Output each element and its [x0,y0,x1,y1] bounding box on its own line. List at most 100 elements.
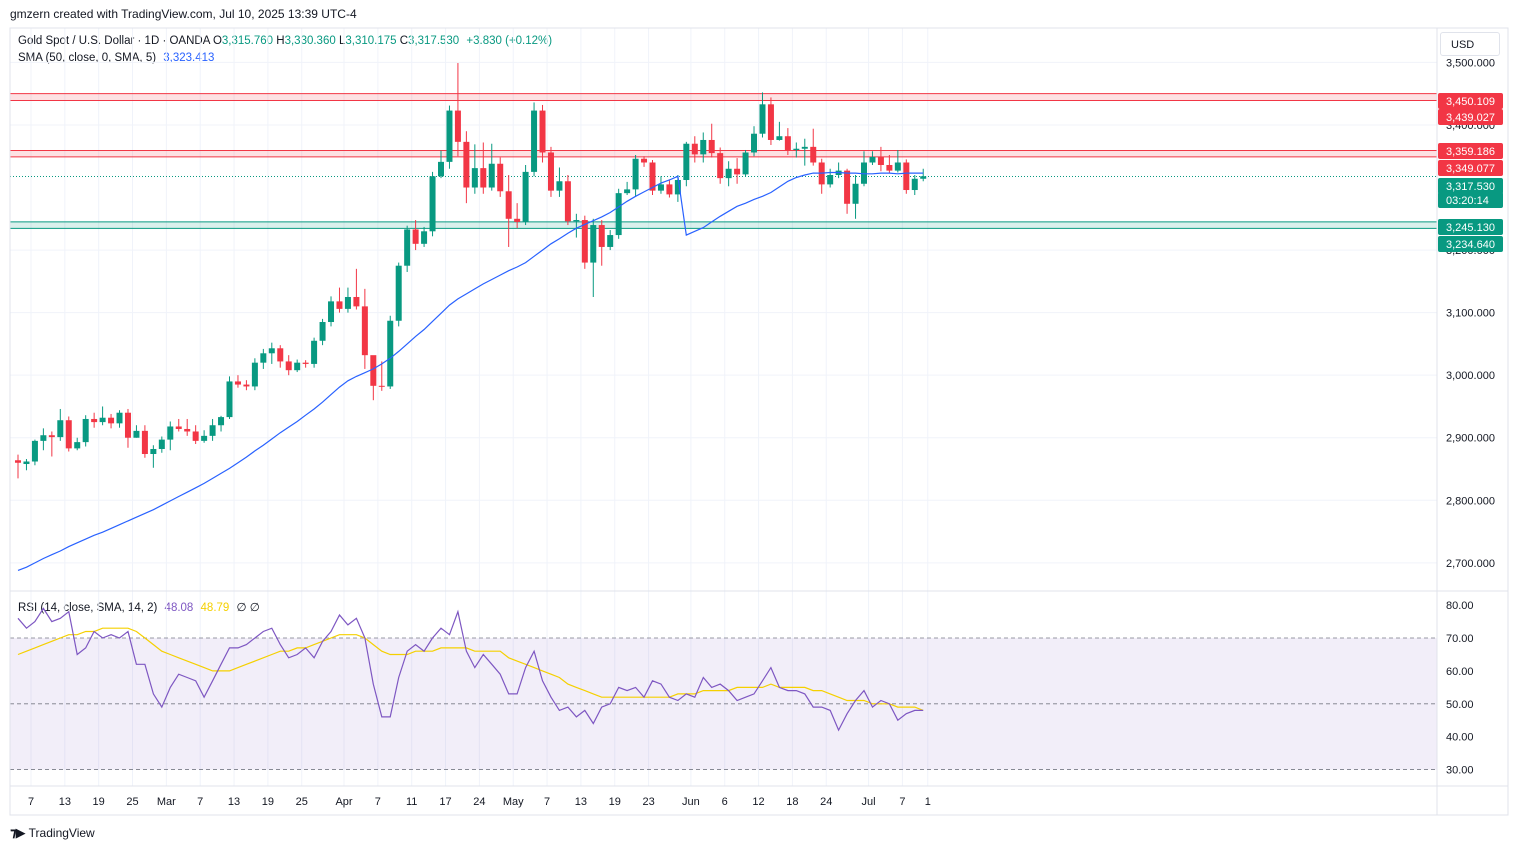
rsi-value: 48.08 [164,602,194,614]
candle-body [133,430,140,438]
sma-polyline [17,171,924,571]
candle-body [683,143,690,181]
candle-body [581,220,588,263]
candle-body [412,229,419,244]
candle-body [886,164,893,171]
candle-body [116,412,123,424]
rsi-bands [10,637,1437,770]
price-tick-label: 3,100.000 [1446,308,1495,320]
rsi-tick-label: 30.00 [1446,765,1474,777]
candle-body [810,146,817,163]
close-value: 3,317.530 [408,35,460,47]
currency-selector[interactable]: USD [1440,32,1500,56]
candle-body [801,146,808,149]
low-label: L [338,35,346,47]
candle-body [454,110,461,142]
candle-body [861,162,867,184]
candle-body [734,168,741,175]
candle-body [370,355,377,386]
level-label-bg [1438,160,1503,176]
rsi-sma-value: 48.79 [200,602,230,614]
time-tick-label: 11 [406,796,417,808]
candle-body [438,161,444,177]
sma-label[interactable]: SMA (50, close, 0, SMA, 5) [18,52,157,64]
chart-frame [9,27,1509,816]
candle-body [471,168,478,188]
time-tick-label: 7 [28,796,34,808]
candle-body [877,156,884,165]
grid-lines [10,28,1437,786]
candle-body [15,460,21,463]
candle-body [869,156,876,163]
change-value: +3.830 (+0.12%) [466,35,553,47]
candle-body [742,152,749,175]
time-tick-label: 19 [93,796,105,808]
candle-body [268,348,275,354]
open-value: 3,315.760 [221,35,274,47]
rsi-tick-label: 70.00 [1446,633,1474,645]
time-tick-label: 18 [786,796,798,808]
candle-body [344,296,351,309]
candle-body [328,301,335,323]
candle-body [57,420,64,438]
candle-body [209,425,216,436]
symbol-name[interactable]: Gold Spot / U.S. Dollar · 1D · OANDA [18,35,210,47]
candle-body [793,148,800,150]
candle-body [150,448,157,455]
tv-logo-icon: ⁊▶ [10,825,26,840]
time-tick-label: 12 [752,796,764,808]
candle-body [395,265,402,321]
time-tick-label: May [503,796,524,808]
rsi-legend: RSI (14, close, SMA, 14, 2) 48.08 48.79 … [18,600,260,614]
candle-body [911,178,918,191]
candle-body [920,176,927,179]
level-zone [10,93,1437,101]
tradingview-logo[interactable]: ⁊▶ TradingView [10,825,95,841]
candle-body [234,381,241,385]
time-tick-label: Apr [335,796,352,808]
candle-body [827,175,834,185]
symbol-legend: Gold Spot / U.S. Dollar · 1D · OANDA O3,… [18,35,552,47]
time-tick-label: 24 [820,796,832,808]
candle-body [624,189,631,194]
low-value: 3,310.175 [345,35,397,47]
time-tick-label: 7 [544,796,550,808]
level-label: 3,439.027 [1446,112,1495,124]
candle-body [378,385,385,387]
candle-body [74,442,81,449]
candle-body [446,110,453,162]
level-label: 3,245.130 [1446,222,1495,234]
level-zone [10,221,1437,229]
price-tick-label: 2,700.000 [1446,558,1495,570]
countdown-label: 03:20:14 [1446,195,1489,207]
candle-body [767,104,774,140]
level-zone [10,150,1437,157]
candle-body [903,162,910,191]
candle-body [23,461,30,465]
time-tick-label: 17 [439,796,451,808]
candle-body [99,417,106,423]
rsi-label[interactable]: RSI (14, close, SMA, 14, 2) [18,602,158,614]
candle-body [421,231,428,244]
time-tick-label: 23 [642,796,654,808]
candle-body [632,158,639,190]
candle-body [852,183,859,204]
candle-body [564,181,571,222]
time-tick-label: 7 [197,796,203,808]
candle-body [243,384,250,387]
candle-body [277,348,284,362]
candle-body [488,163,495,188]
candle-body [404,229,411,266]
price-tick-label: 3,500.000 [1446,57,1495,69]
candle-body [514,218,521,222]
time-tick-label: Jul [862,796,876,808]
candle-body [666,184,673,195]
last-price-label: 3,317.530 [1446,181,1495,193]
candle-body [319,322,326,341]
price-tick-label: 3,000.000 [1446,370,1495,382]
candle-body [158,439,165,449]
rsi-tick-label: 60.00 [1446,666,1474,678]
time-tick-label: 25 [126,796,138,808]
candle-body [590,225,597,263]
